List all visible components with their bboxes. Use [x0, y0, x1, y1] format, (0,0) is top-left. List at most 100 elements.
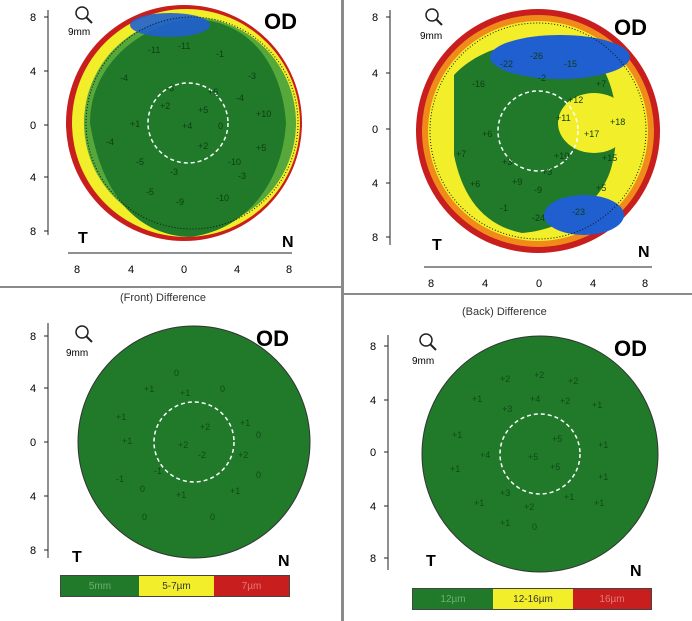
map-value: -2	[538, 73, 546, 83]
y-tick-label: 4	[30, 491, 36, 503]
eye-label: OD	[264, 9, 297, 34]
map-value: -15	[564, 59, 577, 69]
map-value: -22	[500, 59, 513, 69]
map-value: +2	[198, 141, 208, 151]
map-value: -23	[572, 207, 585, 217]
map-value: +1	[230, 486, 240, 496]
legend-segment-green: 5mm	[61, 576, 139, 596]
temporal-label: T	[426, 553, 436, 570]
map-value: +1	[176, 490, 186, 500]
horizontal-divider-right	[344, 293, 692, 295]
map-value: +2	[500, 374, 510, 384]
zoom-icon[interactable]	[75, 325, 93, 343]
back-difference-map: 8 4 0 4 8 9mm OD T N +2 +2 +2 +1 +2 +4 +…	[360, 330, 680, 580]
legend-segment-yellow: 12-16µm	[493, 589, 573, 609]
zoom-icon[interactable]	[75, 6, 93, 24]
eye-label: OD	[256, 326, 289, 351]
zoom-icon[interactable]	[425, 8, 443, 26]
map-value: +1	[598, 440, 608, 450]
legend-segment-red: 7µm	[214, 576, 289, 596]
y-tick-label: 4	[372, 178, 378, 190]
map-value: -1	[116, 474, 124, 484]
y-axis-ticks: 8 4 0 4 8	[30, 12, 48, 238]
map-value: 0	[174, 368, 179, 378]
y-tick-label: 8	[370, 553, 376, 565]
back-color-legend: 12µm 12-16µm 16µm	[412, 588, 652, 610]
elevation-disk	[416, 9, 660, 253]
zoom-label: 9mm	[412, 356, 434, 367]
map-value: +4	[182, 121, 192, 131]
y-tick-label: 4	[30, 66, 36, 78]
y-tick-label: 8	[372, 232, 378, 244]
map-value: +6	[208, 87, 218, 97]
map-value: +5	[198, 105, 208, 115]
map-value: -3	[238, 171, 246, 181]
front-difference-map: 8 4 0 4 8 9mm OD T N 0 +1 +1 0 +1 +2 -2 …	[20, 318, 320, 568]
y-tick-label: 8	[30, 226, 36, 238]
legend-segment-yellow: 5-7µm	[139, 576, 214, 596]
map-value: +3	[502, 157, 512, 167]
map-value: -9	[176, 197, 184, 207]
x-axis-ticks: 8 4 0 4 8	[428, 278, 648, 290]
horizontal-divider-left	[0, 286, 341, 288]
temporal-label: T	[72, 549, 82, 566]
map-value: -10	[228, 157, 241, 167]
map-value: +1	[130, 119, 140, 129]
difference-disk	[77, 325, 311, 559]
map-value: +1	[144, 384, 154, 394]
map-value: 0	[218, 121, 223, 131]
elevation-disk	[66, 5, 302, 241]
map-value: 0	[142, 512, 147, 522]
map-value: -10	[216, 193, 229, 203]
nasal-label: N	[278, 553, 290, 568]
y-tick-label: 8	[372, 12, 378, 24]
map-value: 0	[140, 484, 145, 494]
map-value: 0	[532, 522, 537, 532]
zoom-icon[interactable]	[419, 333, 437, 351]
back-elevation-map: 8 4 0 4 8 8 4 0 4 8 9mm OD T N -26 -22 -…	[362, 5, 682, 290]
map-value: -4	[120, 73, 128, 83]
map-value: +1	[452, 430, 462, 440]
elevation-values: -11 -11 -1 -3 +5 +4 0 +2 +6 +10 -4 -4 +1…	[106, 41, 271, 207]
x-tick-label: 4	[128, 264, 134, 276]
map-value: -4	[236, 93, 244, 103]
map-value: 0	[210, 512, 215, 522]
map-value: -2	[198, 450, 206, 460]
map-value: +1	[564, 492, 574, 502]
y-tick-label: 8	[30, 545, 36, 557]
difference-disk	[421, 335, 659, 573]
map-value: +5	[256, 143, 266, 153]
elevation-values: -26 -22 -15 -16 -2 +7 +12 +11 +18 +17 +1…	[456, 51, 625, 223]
x-tick-label: 0	[181, 264, 187, 276]
temporal-label: T	[78, 230, 88, 247]
map-value: -9	[534, 185, 542, 195]
map-value: -5	[136, 157, 144, 167]
map-value: +1	[240, 418, 250, 428]
map-value: -11	[148, 45, 160, 55]
map-value: -24	[532, 213, 545, 223]
map-value: +1	[180, 388, 190, 398]
x-tick-label: 4	[234, 264, 240, 276]
front-elevation-map: 8 4 0 4 8 8 4 0 4 8 9mm OD T N -11 -11 -…	[20, 5, 320, 280]
map-value: +1	[500, 518, 510, 528]
map-value: -1	[500, 203, 508, 213]
map-value: +10	[256, 109, 271, 119]
map-value: +1	[122, 436, 132, 446]
y-tick-label: 0	[370, 447, 376, 459]
map-value: 0	[256, 430, 261, 440]
map-value: +6	[482, 129, 492, 139]
map-value: +2	[238, 450, 248, 460]
difference-values: +2 +2 +2 +1 +2 +4 +3 +1 +1 +4 +5 +5 +1 +…	[450, 370, 608, 532]
map-value: +3	[542, 167, 552, 177]
map-value: +5	[552, 434, 562, 444]
map-value: +2	[160, 101, 170, 111]
front-difference-caption: (Front) Difference	[120, 292, 206, 304]
legend-segment-green: 12µm	[413, 589, 493, 609]
zoom-label: 9mm	[420, 31, 442, 42]
map-value: +2	[524, 502, 534, 512]
map-value: -3	[170, 167, 178, 177]
map-value: -1	[216, 49, 224, 59]
map-value: +10	[554, 151, 569, 161]
x-tick-label: 0	[536, 278, 542, 290]
nasal-label: N	[282, 234, 294, 251]
